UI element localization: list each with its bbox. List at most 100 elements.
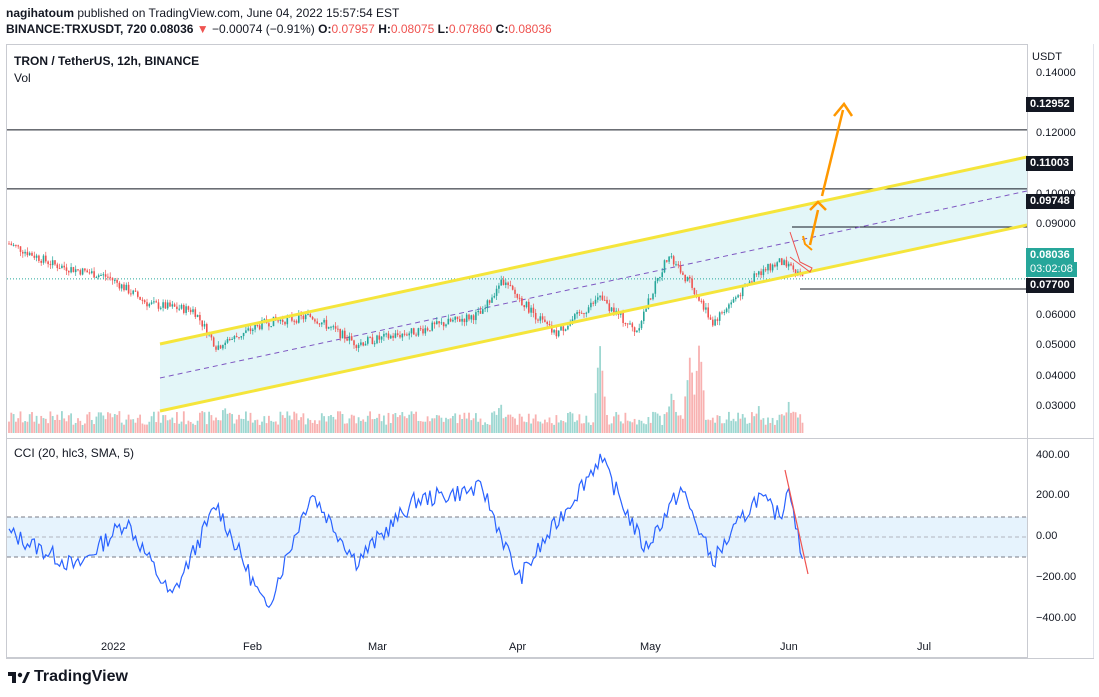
candle-body <box>705 307 707 310</box>
candle-body <box>272 316 275 327</box>
volume-bar <box>120 422 123 433</box>
candle-body <box>206 324 208 336</box>
volume-bar <box>72 424 75 433</box>
candle-body <box>360 342 362 345</box>
volume-bar <box>394 413 397 433</box>
volume-bar <box>472 418 475 433</box>
candle-body <box>189 309 192 313</box>
candle-body <box>516 293 519 298</box>
candle-body <box>249 328 252 332</box>
candle-body <box>578 312 581 314</box>
volume-bar <box>378 413 381 433</box>
time-tick: Mar <box>368 641 387 653</box>
candle-body <box>323 319 325 323</box>
volume-bar <box>102 415 105 433</box>
cci-line <box>8 453 804 609</box>
candle-body <box>185 306 187 313</box>
volume-bar <box>224 408 227 433</box>
level-label: 0.09748 <box>1026 194 1074 209</box>
candle-body <box>792 265 795 270</box>
candle-body <box>753 273 755 282</box>
channel-midline[interactable] <box>159 190 1027 379</box>
projection-arrow-mid[interactable] <box>808 209 820 246</box>
volume-bar <box>652 411 654 433</box>
candle-body <box>77 269 79 271</box>
time-tick: Jun <box>780 641 798 653</box>
candle-body <box>787 263 790 267</box>
channel-upper-line[interactable] <box>159 155 1027 346</box>
projection-arrow-large[interactable] <box>820 109 845 197</box>
cci-tick: 400.00 <box>1036 449 1070 461</box>
candle-body <box>498 285 500 289</box>
candle-body <box>675 264 677 266</box>
candle-body <box>392 335 394 338</box>
volume-bar <box>24 421 26 433</box>
candle-body <box>730 302 732 305</box>
candle-body <box>49 264 52 266</box>
volume-bar <box>801 422 804 433</box>
channel-lower-line[interactable] <box>159 223 1027 413</box>
projection-arrow-small[interactable] <box>802 235 813 251</box>
volume-bar <box>732 418 735 433</box>
volume-bar <box>189 421 192 433</box>
candle-body <box>622 312 624 323</box>
candle-body <box>436 321 438 325</box>
volume-bar <box>199 412 201 433</box>
volume-bar <box>337 411 339 433</box>
volume-bar <box>130 419 132 433</box>
candle-body <box>475 312 477 321</box>
chart-frame[interactable] <box>6 44 1028 658</box>
tradingview-logo[interactable]: TradingView <box>8 668 128 686</box>
volume-bar <box>737 412 739 433</box>
volume-bar <box>63 418 66 433</box>
candle-body <box>433 322 436 325</box>
candle-body <box>693 287 696 295</box>
candle-body <box>327 326 330 329</box>
volume-bar <box>343 423 346 433</box>
candle-body <box>794 269 797 274</box>
volume-bar <box>219 420 222 433</box>
volume-bar <box>601 370 604 433</box>
candle-body <box>256 325 259 327</box>
candle-body <box>482 309 484 314</box>
tradingview-logo-icon <box>8 672 30 683</box>
candle-body <box>203 324 206 327</box>
candle-body <box>456 316 459 320</box>
volume-bar <box>580 423 583 433</box>
candle-body <box>362 342 364 346</box>
volume-bar <box>500 404 503 433</box>
candle-body <box>51 260 54 266</box>
candle-body <box>291 315 293 321</box>
cci-band <box>7 517 1027 557</box>
volume-bar <box>783 415 785 433</box>
volume-bar <box>81 424 84 433</box>
candle-body <box>38 255 40 261</box>
candle-body <box>346 338 348 341</box>
candle-body <box>380 336 383 340</box>
candle-body <box>718 312 721 321</box>
cci-trendline[interactable] <box>784 469 809 575</box>
volume-bar <box>233 423 236 433</box>
candle-body <box>102 274 105 276</box>
pennant-drawing[interactable] <box>789 231 813 273</box>
volume-bar <box>258 424 261 433</box>
candle-body <box>58 268 61 270</box>
pane-separator[interactable] <box>6 438 1094 439</box>
volume-bar <box>350 414 353 433</box>
volume-bar <box>95 416 98 433</box>
candle-body <box>100 275 102 277</box>
volume-bar <box>751 412 753 433</box>
candle-body <box>495 288 498 296</box>
candle-body <box>26 251 29 256</box>
candle-body <box>521 298 523 306</box>
volume-bar <box>146 424 148 433</box>
volume-bar <box>587 422 590 433</box>
volume-bar <box>47 423 49 433</box>
candle-body <box>399 334 401 338</box>
candle-body <box>610 307 613 312</box>
volume-bar <box>785 412 788 433</box>
candle-body <box>337 328 339 330</box>
volume-bar <box>205 424 208 433</box>
candle-body <box>735 297 737 300</box>
